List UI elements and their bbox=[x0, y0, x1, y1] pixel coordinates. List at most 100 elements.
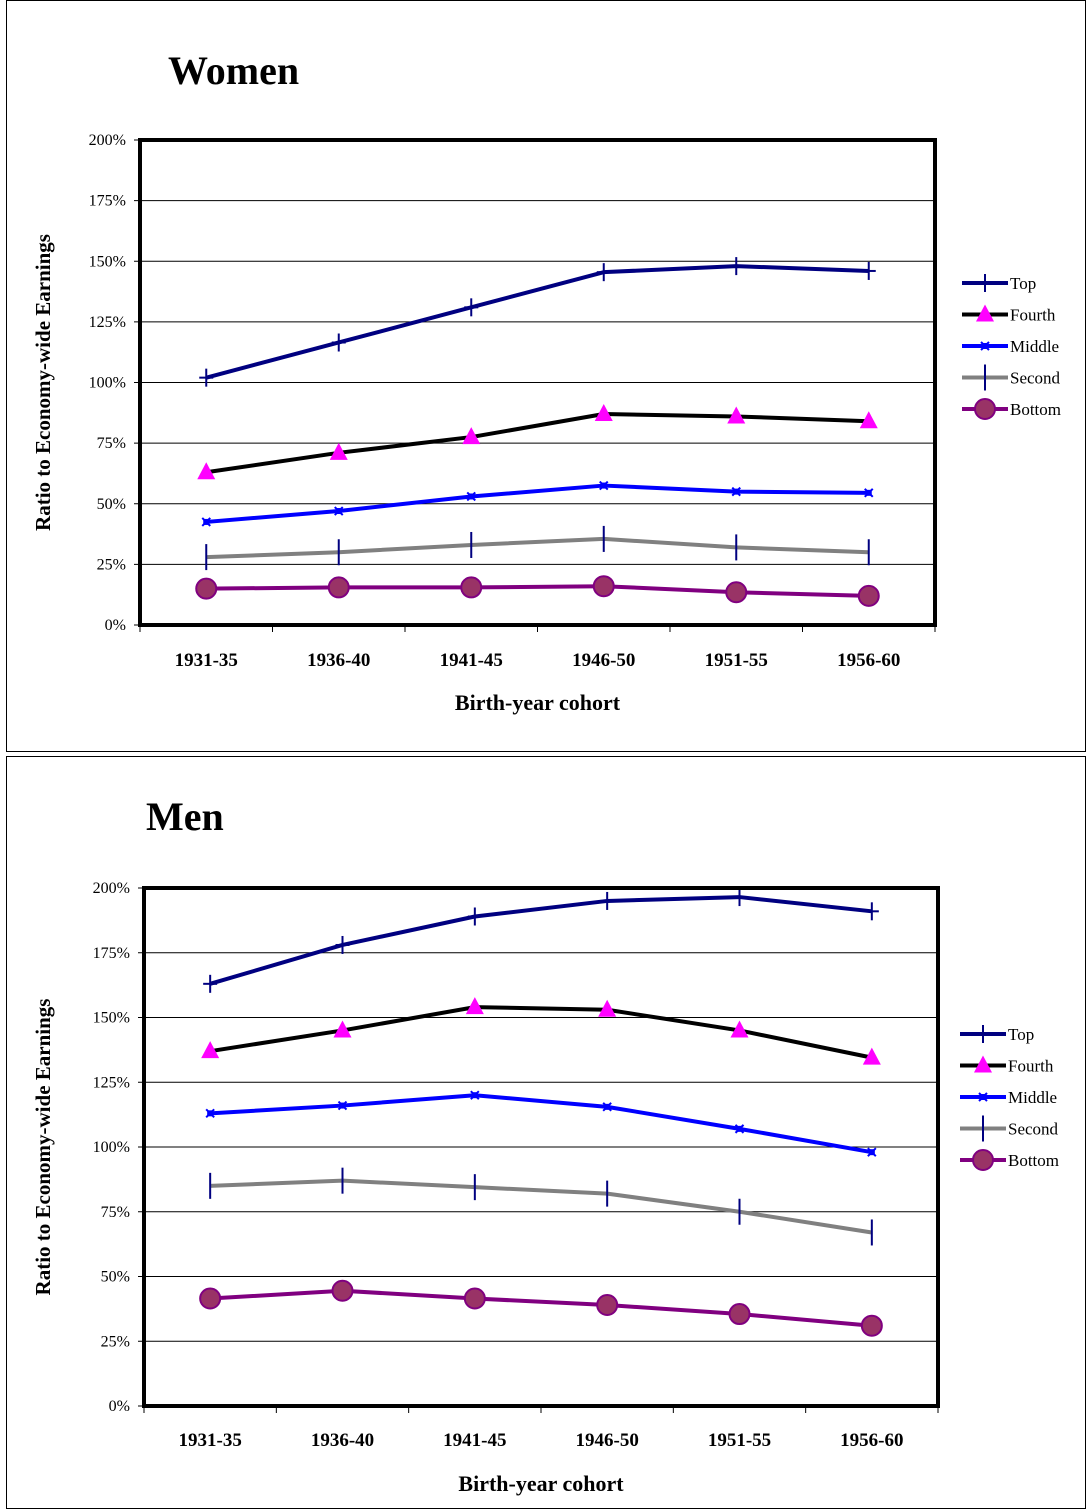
data-point-fourth bbox=[333, 1020, 352, 1038]
y-tick-label: 200% bbox=[89, 132, 126, 149]
x-axis-label: Birth-year cohort bbox=[455, 690, 621, 715]
legend-label-bottom: Bottom bbox=[1008, 1151, 1059, 1170]
y-tick-label: 150% bbox=[93, 1010, 130, 1027]
legend-label-top: Top bbox=[1010, 274, 1036, 293]
data-point-bottom bbox=[860, 1314, 883, 1337]
y-tick-label: 200% bbox=[93, 880, 130, 897]
data-point-middle bbox=[335, 508, 342, 515]
series-top bbox=[199, 257, 876, 387]
data-point-bottom bbox=[463, 1287, 486, 1310]
legend-label-middle: Middle bbox=[1010, 337, 1059, 356]
series-line-middle bbox=[210, 1093, 873, 1155]
data-point-middle bbox=[733, 488, 740, 495]
x-tick-label: 1951-55 bbox=[705, 650, 768, 671]
y-tick-label: 125% bbox=[93, 1074, 130, 1091]
women-chart-svg: Women 0% 25% 50% 75% 100% 125% 150% 175% 200% 1931… bbox=[31, 48, 1061, 715]
series-fourth bbox=[201, 997, 881, 1065]
data-point-bottom bbox=[199, 1287, 222, 1310]
data-point-bottom bbox=[857, 584, 880, 607]
legend-marker-fourth bbox=[974, 1055, 992, 1073]
data-point-middle bbox=[868, 1149, 875, 1156]
series-bottom bbox=[199, 1279, 883, 1337]
series-line-middle bbox=[206, 483, 869, 524]
series-line-fourth bbox=[205, 412, 869, 475]
series-second bbox=[205, 525, 870, 571]
x-tick-label: 1941-45 bbox=[440, 650, 503, 671]
y-tick-label: 50% bbox=[97, 496, 126, 513]
x-tick-label: 1936-40 bbox=[311, 1430, 374, 1451]
data-point-fourth bbox=[594, 404, 613, 422]
y-tick-label: 50% bbox=[101, 1269, 130, 1286]
y-tick-label: 100% bbox=[93, 1139, 130, 1156]
data-point-bottom bbox=[331, 1279, 354, 1302]
series-line-fourth bbox=[209, 1005, 873, 1060]
series-line-top bbox=[209, 895, 873, 986]
series-bottom bbox=[195, 575, 880, 607]
series-second bbox=[209, 1167, 873, 1246]
x-tick-label: 1936-40 bbox=[307, 650, 370, 671]
data-point-bottom bbox=[728, 1303, 751, 1326]
data-point-middle bbox=[468, 493, 475, 500]
series-top bbox=[203, 888, 879, 993]
x-tick-label: 1931-35 bbox=[175, 650, 238, 671]
data-point-fourth bbox=[197, 462, 216, 480]
x-tick-label: 1931-35 bbox=[179, 1430, 242, 1451]
y-axis-label: Ratio to Economy-wide Earnings bbox=[31, 999, 55, 1296]
y-tick-label: 0% bbox=[105, 617, 126, 634]
x-tick-label: 1956-60 bbox=[840, 1430, 903, 1451]
y-tick-label: 75% bbox=[101, 1204, 130, 1221]
legend-label-second: Second bbox=[1010, 369, 1061, 388]
data-point-middle bbox=[203, 518, 210, 525]
y-tick-label: 175% bbox=[89, 193, 126, 210]
y-tick-label: 25% bbox=[101, 1333, 130, 1350]
men-chart-panel: Men 0% 25% 50% 75% 100% 125% 150% 175% 200% 1931-3… bbox=[0, 754, 1086, 1509]
y-tick-label: 100% bbox=[89, 375, 126, 392]
data-point-fourth bbox=[462, 427, 481, 445]
data-point-fourth bbox=[862, 1047, 881, 1065]
data-point-fourth bbox=[329, 442, 348, 460]
legend-marker-middle bbox=[982, 343, 988, 349]
data-point-middle bbox=[865, 489, 872, 496]
data-point-middle bbox=[604, 1103, 611, 1110]
y-tick-label: 25% bbox=[97, 556, 126, 573]
y-tick-label: 75% bbox=[97, 435, 126, 452]
legend-label-bottom: Bottom bbox=[1010, 400, 1061, 419]
chart-title: Women bbox=[168, 48, 299, 93]
data-point-fourth bbox=[730, 1020, 749, 1038]
data-point-fourth bbox=[727, 406, 746, 424]
data-point-fourth bbox=[465, 997, 484, 1015]
legend-label-fourth: Fourth bbox=[1008, 1057, 1054, 1076]
series-line-top bbox=[205, 264, 869, 380]
series-fourth bbox=[197, 404, 878, 480]
x-tick-label: 1951-55 bbox=[708, 1430, 771, 1451]
legend-marker-bottom bbox=[972, 1149, 994, 1171]
series-line-bottom bbox=[210, 1288, 873, 1328]
women-chart-panel: Women 0% 25% 50% 75% 100% 125% 150% 175% 200% 1931… bbox=[0, 0, 1086, 754]
data-point-middle bbox=[471, 1092, 478, 1099]
data-point-fourth bbox=[598, 999, 617, 1017]
series-line-bottom bbox=[206, 584, 869, 598]
men-chart-svg: Men 0% 25% 50% 75% 100% 125% 150% 175% 200% 1931-3… bbox=[31, 794, 1059, 1496]
plot-area-border bbox=[138, 138, 937, 627]
data-point-bottom bbox=[725, 581, 748, 604]
series-line-second bbox=[210, 1178, 873, 1235]
x-tick-label: 1956-60 bbox=[837, 650, 900, 671]
data-point-bottom bbox=[195, 577, 218, 600]
legend-label-top: Top bbox=[1008, 1025, 1034, 1044]
series-line-second bbox=[206, 536, 869, 560]
series-middle bbox=[201, 480, 874, 527]
x-tick-label: 1946-50 bbox=[572, 650, 635, 671]
data-point-middle bbox=[207, 1110, 214, 1117]
chart-title: Men bbox=[146, 794, 224, 839]
data-point-bottom bbox=[596, 1293, 619, 1316]
x-tick-label: 1946-50 bbox=[576, 1430, 639, 1451]
x-tick-label: 1941-45 bbox=[443, 1430, 506, 1451]
plot-area-border bbox=[142, 886, 940, 1408]
data-point-bottom bbox=[327, 576, 350, 599]
data-point-fourth bbox=[201, 1041, 220, 1059]
legend-label-middle: Middle bbox=[1008, 1088, 1057, 1107]
legend-label-fourth: Fourth bbox=[1010, 306, 1056, 325]
y-tick-label: 125% bbox=[89, 314, 126, 331]
data-point-fourth bbox=[859, 411, 878, 429]
legend-marker-fourth bbox=[976, 304, 994, 322]
